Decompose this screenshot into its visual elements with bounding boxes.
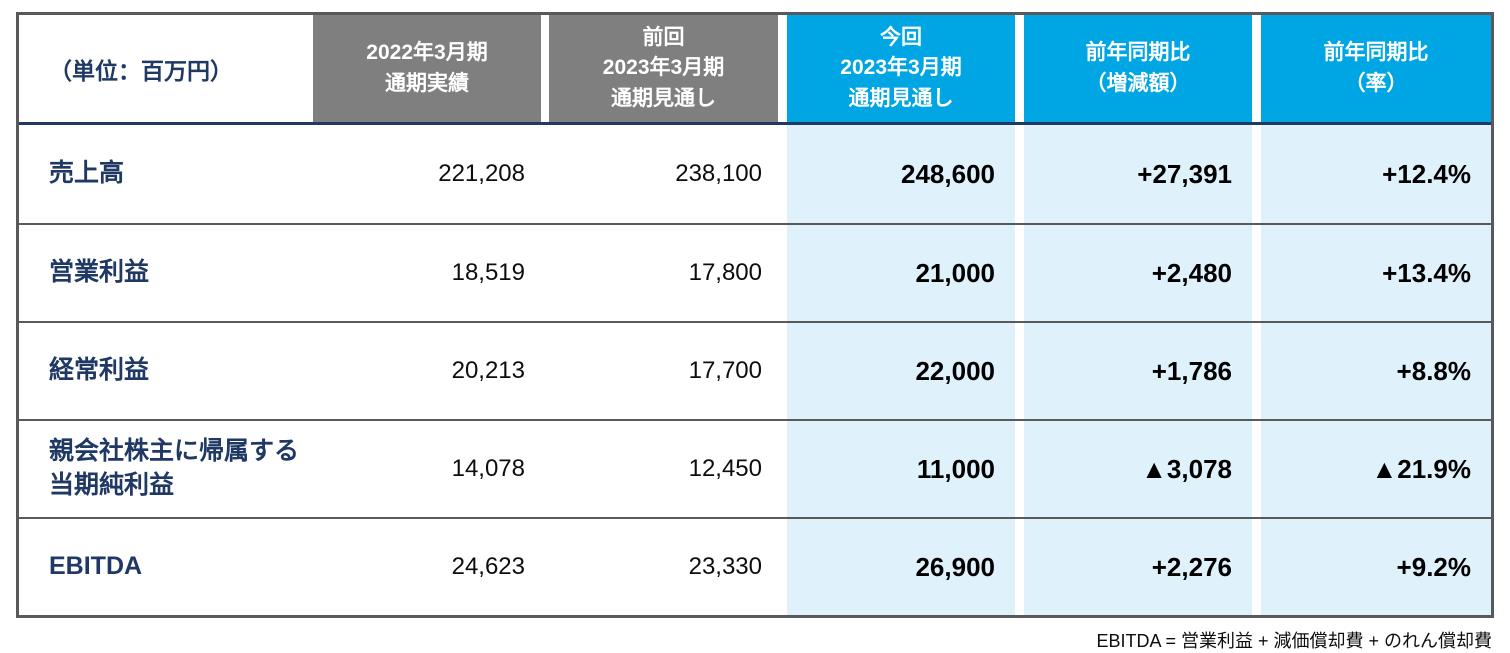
value-yoy-rate: +13.4% [1261,225,1491,321]
value-previous-forecast: 12,450 [549,421,778,517]
column-gap [541,15,549,122]
column-gap [541,519,549,615]
value-yoy-amount: ▲3,078 [1024,421,1252,517]
value-yoy-amount: +2,480 [1024,225,1252,321]
value-current-forecast: 26,900 [787,519,1015,615]
table-header-row: （単位：百万円） 2022年3月期 通期実績 前回 2023年3月期 通期見通し… [19,15,1491,122]
header-cell-fy2023-current-forecast: 今回 2023年3月期 通期見通し [787,15,1015,122]
column-gap [1015,323,1024,419]
table-row-net-sales: 売上高 221,208 238,100 248,600 +27,391 +12.… [19,125,1491,223]
financial-results-table: （単位：百万円） 2022年3月期 通期実績 前回 2023年3月期 通期見通し… [16,12,1494,618]
row-label: EBITDA [49,552,143,581]
value-fy2022-actual: 14,078 [313,421,541,517]
column-gap [1015,225,1024,321]
column-gap [541,225,549,321]
column-gap [778,225,787,321]
value-current-forecast: 21,000 [787,225,1015,321]
value-fy2022-actual: 20,213 [313,323,541,419]
table-row-operating-income: 営業利益 18,519 17,800 21,000 +2,480 +13.4% [19,223,1491,321]
value-fy2022-actual: 221,208 [313,125,541,223]
column-gap [1252,421,1261,517]
table-row-ordinary-income: 経常利益 20,213 17,700 22,000 +1,786 +8.8% [19,321,1491,419]
value-fy2022-actual: 18,519 [313,225,541,321]
row-label: 親会社株主に帰属する 当期純利益 [49,437,300,499]
header-cell-fy2022-actual: 2022年3月期 通期実績 [313,15,541,122]
value-current-forecast: 22,000 [787,323,1015,419]
ebitda-definition-note: EBITDA = 営業利益 + 減価償却費 + のれん償却費 [1096,631,1492,651]
unit-label: （単位：百万円） [19,15,313,122]
column-gap [778,125,787,223]
column-gap [1252,225,1261,321]
value-yoy-amount: +1,786 [1024,323,1252,419]
column-gap [1015,125,1024,223]
column-gap [1252,125,1261,223]
row-label: 売上高 [49,159,125,188]
column-gap [778,323,787,419]
column-gap [778,421,787,517]
value-previous-forecast: 17,800 [549,225,778,321]
header-cell-yoy-amount: 前年同期比 （増減額） [1024,15,1252,122]
value-fy2022-actual: 24,623 [313,519,541,615]
value-previous-forecast: 238,100 [549,125,778,223]
column-gap [1252,519,1261,615]
value-previous-forecast: 17,700 [549,323,778,419]
table-row-net-income-attributable-to-parent: 親会社株主に帰属する 当期純利益 14,078 12,450 11,000 ▲3… [19,419,1491,517]
column-gap [1015,15,1024,122]
header-cell-yoy-rate: 前年同期比 （率） [1261,15,1491,122]
value-yoy-rate: +9.2% [1261,519,1491,615]
column-gap [1252,15,1261,122]
row-label: 営業利益 [49,258,150,287]
table-row-ebitda: EBITDA 24,623 23,330 26,900 +2,276 +9.2% [19,517,1491,615]
value-current-forecast: 11,000 [787,421,1015,517]
value-previous-forecast: 23,330 [549,519,778,615]
value-yoy-rate: +12.4% [1261,125,1491,223]
column-gap [541,125,549,223]
column-gap [541,421,549,517]
column-gap [1252,323,1261,419]
column-gap [1015,519,1024,615]
column-gap [778,15,787,122]
row-label: 経常利益 [49,356,150,385]
value-current-forecast: 248,600 [787,125,1015,223]
column-gap [778,519,787,615]
header-cell-fy2023-previous-forecast: 前回 2023年3月期 通期見通し [549,15,778,122]
header-underline [19,122,1491,125]
column-gap [541,323,549,419]
value-yoy-rate: +8.8% [1261,323,1491,419]
value-yoy-amount: +27,391 [1024,125,1252,223]
value-yoy-amount: +2,276 [1024,519,1252,615]
column-gap [1015,421,1024,517]
value-yoy-rate: ▲21.9% [1261,421,1491,517]
